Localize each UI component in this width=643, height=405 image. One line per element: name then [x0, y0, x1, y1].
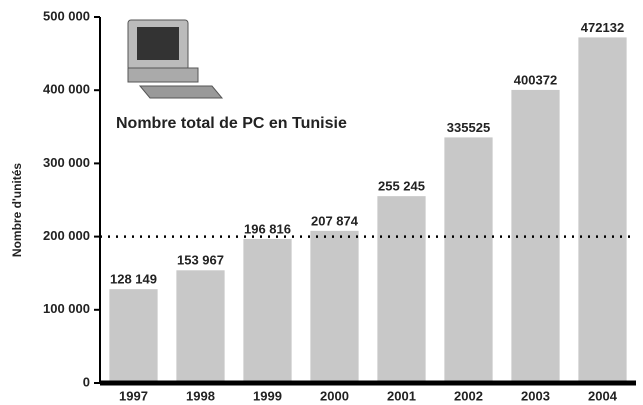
x-tick-label: 2001: [387, 388, 416, 403]
computer-icon: [127, 19, 224, 99]
value-label: 153 967: [177, 253, 224, 268]
x-tick-label: 1997: [119, 388, 148, 403]
value-label: 335525: [447, 120, 490, 135]
value-label: 472132: [581, 20, 624, 35]
bar: [310, 230, 359, 383]
value-label: 128 149: [110, 272, 157, 287]
x-tick-label: 1998: [186, 388, 215, 403]
bar: [444, 137, 493, 383]
y-axis-label: Nombre d'unités: [10, 163, 24, 258]
x-tick-label: 1999: [253, 388, 282, 403]
y-tick-label: 200 000: [43, 228, 90, 243]
bar: [109, 289, 158, 383]
value-label: 400372: [514, 72, 557, 87]
x-tick-label: 2003: [521, 388, 550, 403]
y-tick-label: 100 000: [43, 301, 90, 316]
x-tick-label: 2004: [588, 388, 618, 403]
x-tick-label: 2002: [454, 388, 483, 403]
bar: [176, 270, 225, 383]
bar: [578, 37, 627, 383]
y-tick-label: 400 000: [43, 82, 90, 97]
x-tick-label: 2000: [320, 388, 349, 403]
value-label: 196 816: [244, 221, 291, 236]
bar: [511, 89, 560, 383]
y-tick-label: 0: [83, 374, 90, 389]
bar: [243, 238, 292, 383]
value-label: 207 874: [311, 213, 359, 228]
y-tick-label: 500 000: [43, 8, 90, 23]
y-tick-label: 300 000: [43, 155, 90, 170]
bar: [377, 196, 426, 383]
chart-title: Nombre total de PC en Tunisie: [116, 115, 347, 132]
value-label: 255 245: [378, 179, 425, 194]
